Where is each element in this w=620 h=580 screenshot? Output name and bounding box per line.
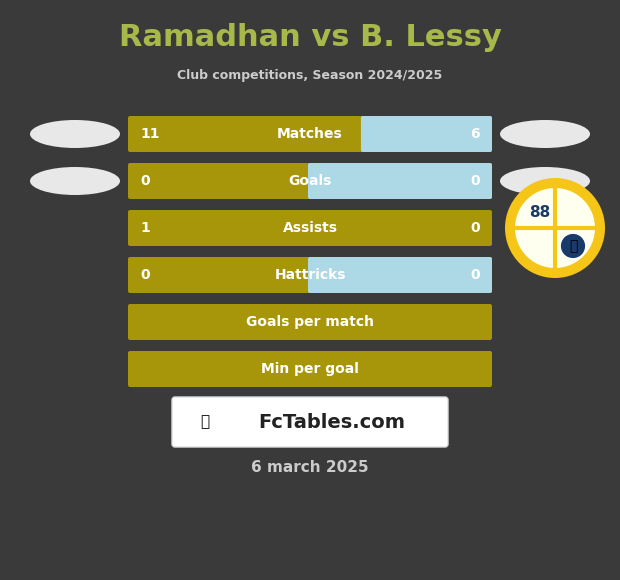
Text: ⚽: ⚽ (569, 239, 577, 253)
Text: 1: 1 (140, 221, 150, 235)
Circle shape (505, 178, 605, 278)
Ellipse shape (30, 120, 120, 148)
Text: 0: 0 (471, 174, 480, 188)
Text: Goals: Goals (288, 174, 332, 188)
Text: 6: 6 (471, 127, 480, 141)
Text: FcTables.com: FcTables.com (258, 412, 405, 432)
Text: Assists: Assists (283, 221, 337, 235)
Text: Ramadhan vs B. Lessy: Ramadhan vs B. Lessy (118, 24, 502, 53)
Text: 88: 88 (529, 205, 551, 220)
FancyBboxPatch shape (128, 163, 492, 199)
FancyBboxPatch shape (128, 304, 492, 340)
Text: Min per goal: Min per goal (261, 362, 359, 376)
FancyBboxPatch shape (361, 116, 492, 152)
FancyBboxPatch shape (308, 257, 492, 293)
FancyBboxPatch shape (308, 163, 492, 199)
FancyBboxPatch shape (310, 165, 318, 197)
Circle shape (560, 233, 586, 259)
Text: 0: 0 (140, 268, 149, 282)
Text: Hattricks: Hattricks (274, 268, 346, 282)
Text: 0: 0 (471, 221, 480, 235)
FancyBboxPatch shape (310, 259, 318, 291)
FancyBboxPatch shape (363, 118, 371, 150)
FancyBboxPatch shape (128, 116, 492, 152)
FancyBboxPatch shape (128, 210, 492, 246)
Text: 6 march 2025: 6 march 2025 (251, 461, 369, 476)
Text: 0: 0 (140, 174, 149, 188)
Text: Matches: Matches (277, 127, 343, 141)
Ellipse shape (500, 167, 590, 195)
Text: Club competitions, Season 2024/2025: Club competitions, Season 2024/2025 (177, 68, 443, 82)
Ellipse shape (30, 167, 120, 195)
FancyBboxPatch shape (172, 397, 448, 447)
Circle shape (515, 188, 595, 268)
Text: Goals per match: Goals per match (246, 315, 374, 329)
FancyBboxPatch shape (128, 257, 492, 293)
Text: 11: 11 (140, 127, 159, 141)
Text: 📊: 📊 (200, 415, 210, 430)
FancyBboxPatch shape (128, 351, 492, 387)
Ellipse shape (500, 120, 590, 148)
Text: 0: 0 (471, 268, 480, 282)
